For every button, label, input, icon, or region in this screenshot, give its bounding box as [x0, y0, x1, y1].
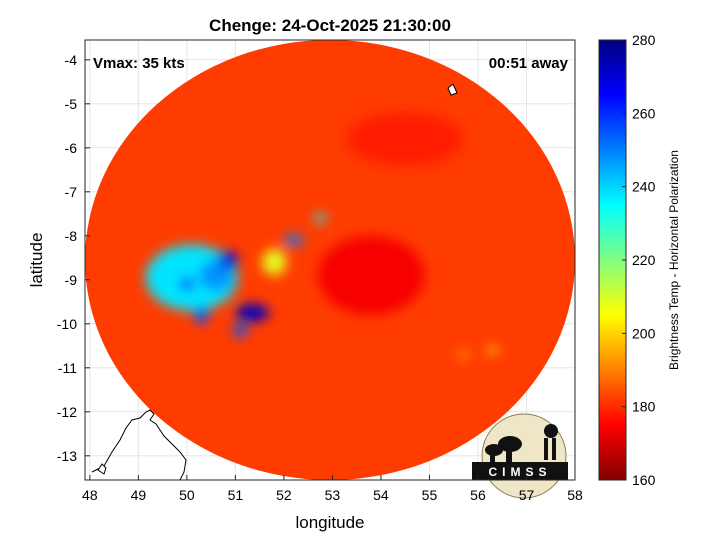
coastline [91, 83, 458, 480]
tb-feature [235, 304, 270, 322]
tb-feature [486, 345, 499, 355]
colorbar-tick-label: 280 [632, 32, 656, 48]
y-tick-label: -11 [58, 360, 77, 376]
colorbar-ticks: 280 260 240 220 200 180 160 [622, 32, 656, 488]
logo-text: CIMSS [488, 465, 551, 479]
x-tick-label: 50 [179, 487, 195, 503]
tb-feature [232, 323, 248, 337]
tb-feature [458, 350, 469, 359]
colorbar-tick-label: 220 [632, 252, 656, 268]
tb-feature [314, 213, 327, 223]
colorbar [598, 39, 627, 481]
x-tick-label: 57 [519, 487, 535, 503]
x-tick-label: 52 [276, 487, 292, 503]
y-axis: -4 -5 -6 -7 -8 -9 -10 -11 -12 -13 [57, 52, 90, 464]
y-tick-label: -7 [65, 184, 78, 200]
island-coast-2 [447, 83, 458, 96]
tb-feature [262, 249, 287, 276]
swath-features [145, 112, 499, 359]
colorbar-tick-label: 260 [632, 105, 656, 121]
y-tick-label: -5 [65, 96, 78, 112]
y-tick-label: -8 [65, 228, 78, 244]
colorbar-tick-label: 240 [632, 179, 656, 195]
x-tick-label: 58 [567, 487, 583, 503]
x-axis-label: longitude [295, 513, 364, 532]
y-tick-label: -12 [57, 404, 77, 420]
tb-feature [283, 234, 304, 246]
madagascar-coast [91, 409, 187, 480]
colorbar-tick-label: 180 [632, 399, 656, 415]
cimss-logo: CIMSS [472, 413, 568, 499]
y-tick-label: -10 [57, 316, 77, 332]
x-tick-label: 49 [131, 487, 147, 503]
x-axis: 48 49 50 51 52 53 54 55 56 57 58 [82, 475, 583, 503]
y-tick-label: -13 [57, 448, 77, 464]
x-tick-label: 51 [228, 487, 244, 503]
island-coast [97, 463, 107, 475]
x-tick-label: 48 [82, 487, 98, 503]
x-tick-label: 55 [422, 487, 438, 503]
time-away-label: 00:51 away [489, 55, 569, 72]
axes-frame [84, 39, 576, 481]
tb-feature [194, 306, 209, 324]
chart-title: Chenge: 24-Oct-2025 21:30:00 [209, 16, 451, 35]
x-tick-label: 56 [470, 487, 486, 503]
colorbar-tick-label: 160 [632, 472, 656, 488]
colorbar-tick-label: 200 [632, 325, 656, 341]
swath [85, 40, 575, 480]
x-tick-label: 53 [325, 487, 341, 503]
tb-feature [317, 235, 425, 315]
tb-feature [218, 251, 238, 269]
y-tick-label: -6 [65, 140, 78, 156]
colorbar-label: Brightness Temp - Horizontal Polarizatio… [667, 150, 681, 370]
vmax-label: Vmax: 35 kts [93, 55, 185, 72]
tb-feature [346, 112, 464, 166]
y-tick-label: -9 [65, 272, 78, 288]
tb-feature [179, 277, 195, 291]
y-tick-label: -4 [65, 52, 78, 68]
x-tick-label: 54 [373, 487, 389, 503]
y-axis-label: latitude [27, 233, 46, 288]
